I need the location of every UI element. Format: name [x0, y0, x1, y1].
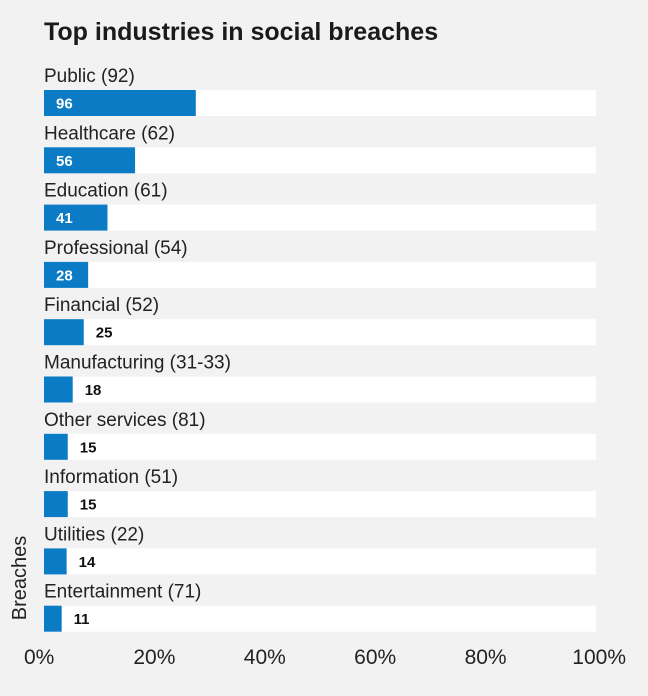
category-label: Information (51) [44, 467, 178, 488]
bar-row: Manufacturing (31-33) 18 [44, 353, 596, 403]
bar [44, 605, 62, 632]
bar-track [44, 433, 596, 460]
bar [44, 491, 68, 518]
x-tick-label: 100% [572, 646, 626, 669]
bar [44, 261, 89, 288]
bar-row: Education (61) 41 [44, 181, 596, 231]
x-axis-ticks: 0% 20% 40% 60% 80% 100% [24, 646, 626, 669]
category-label: Education (61) [44, 181, 168, 202]
x-tick-label: 0% [24, 646, 54, 669]
bar-row: Professional (54) 28 [44, 238, 596, 288]
category-label: Healthcare (62) [44, 123, 175, 144]
x-tick-label: 20% [133, 646, 175, 669]
category-label: Utilities (22) [44, 524, 144, 545]
category-label: Entertainment (71) [44, 582, 201, 603]
y-axis-title: Breaches [9, 536, 31, 621]
x-tick-label: 80% [465, 646, 507, 669]
value-label: 41 [56, 210, 73, 227]
category-label: Financial (52) [44, 295, 159, 316]
bar-track [44, 605, 596, 632]
bar-track [44, 491, 596, 518]
bar [44, 204, 108, 231]
bar [44, 433, 68, 460]
bar-row: Other services (81) 15 [44, 410, 596, 460]
bar-rows: Public (92) 96 Healthcare (62) 56 Education … [44, 66, 596, 632]
bar-row: Healthcare (62) 56 [44, 123, 596, 174]
value-label: 15 [80, 497, 97, 514]
category-label: Other services (81) [44, 410, 206, 431]
value-label: 14 [79, 554, 96, 571]
value-label: 28 [56, 267, 73, 284]
bar-track [44, 319, 596, 346]
bar [44, 319, 84, 346]
value-label: 11 [74, 611, 90, 628]
bar [44, 147, 136, 174]
bar-row: Financial (52) 25 [44, 295, 596, 346]
bar-track [44, 548, 596, 575]
chart-title: Top industries in social breaches [44, 18, 439, 46]
bar-row: Information (51) 15 [44, 467, 596, 518]
value-label: 25 [96, 325, 113, 342]
x-tick-label: 40% [244, 646, 286, 669]
category-label: Professional (54) [44, 238, 188, 259]
value-label: 96 [56, 96, 73, 113]
bar [44, 90, 196, 116]
x-tick-label: 60% [354, 646, 396, 669]
value-label: 18 [85, 382, 102, 399]
bar [44, 548, 67, 575]
value-label: 15 [80, 439, 97, 456]
bar-track [44, 147, 596, 174]
bar-track [44, 204, 596, 231]
category-label: Public (92) [44, 66, 135, 87]
bar [44, 376, 73, 403]
category-label: Manufacturing (31-33) [44, 353, 231, 374]
bar-track [44, 261, 596, 288]
bar-row: Public (92) 96 [44, 66, 596, 116]
bar-row: Entertainment (71) 11 [44, 582, 596, 632]
value-label: 56 [56, 153, 73, 170]
bar-track [44, 376, 596, 403]
bar-row: Utilities (22) 14 [44, 524, 596, 575]
